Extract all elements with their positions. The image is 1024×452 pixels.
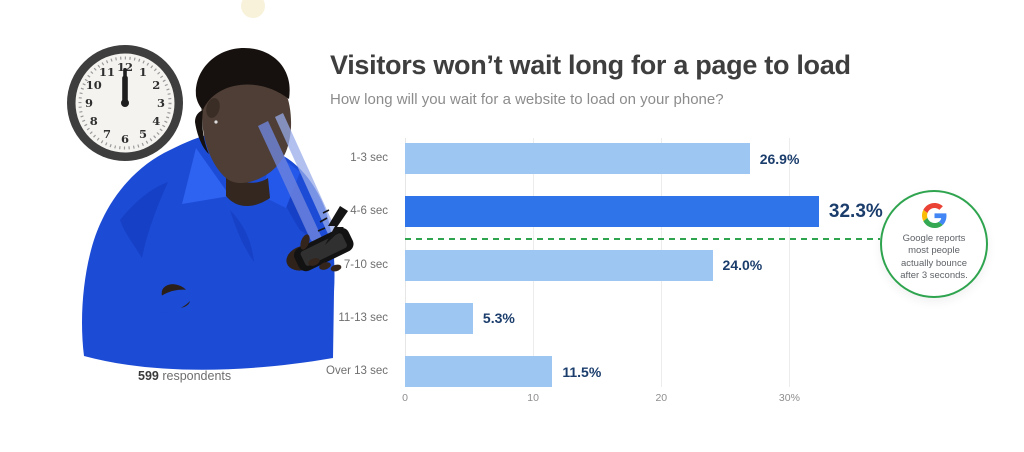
dashed-connector-line [405,238,880,240]
respondents-label: respondents [158,369,232,383]
annotation-line: most people [908,245,960,257]
category-label: 1-3 sec [350,152,388,164]
category-label: 11-13 sec [338,311,388,324]
clock-number: 3 [157,96,165,110]
clock-number: 4 [152,114,160,128]
bar [405,249,713,281]
annotation-line: after 3 seconds. [900,270,968,282]
bar-row: 4-6 sec 32.3% [350,196,883,228]
man-looking-at-phone [82,48,335,370]
category-label: 4-6 sec [350,205,388,218]
clock-number: 6 [121,132,129,146]
gaze-beams [258,113,336,243]
earring [214,120,218,124]
value-label: 26.9% [759,150,800,167]
clock-number: 7 [103,127,111,141]
lightning-bolt-icon [317,206,348,245]
clock-number: 2 [152,78,160,92]
google-annotation-circle: Google reports most people actually boun… [880,190,988,298]
x-axis-tick: 30% [778,392,800,404]
clock-number: 8 [90,114,98,128]
clock-number: 5 [139,127,147,141]
value-label: 5.3% [482,310,515,327]
clock-number: 10 [86,78,102,92]
x-axis-tick: 10 [527,392,539,404]
respondents-note: 599 respondents [138,369,231,383]
yellow-dot [241,0,265,18]
smartphone-icon [294,227,354,272]
clock-number: 12 [117,60,133,74]
hand-holding-phone [281,227,354,272]
clock-number: 11 [99,65,115,79]
google-g-icon [921,203,946,228]
bar [405,356,553,387]
value-label: 32.3% [828,200,883,222]
bar-row: 11-13 sec 5.3% [338,302,883,334]
clock-number: 9 [85,96,93,110]
bar-row: 7-10 sec 24.0% [344,249,883,281]
x-axis-tick: 20 [655,392,668,404]
bar [405,143,750,174]
category-label: Over 13 sec [326,365,388,377]
annotation-line: Google reports [902,233,966,244]
category-label: 7-10 sec [343,258,388,271]
minute-hand [123,68,127,105]
bar [405,302,473,334]
bar-row: Over 13 sec 11.5% [326,356,883,387]
page-subtitle: How long will you wait for a website to … [330,91,724,108]
respondents-count: 599 [138,369,159,383]
clock-number: 1 [139,65,147,79]
bar [405,196,819,228]
value-label: 11.5% [562,363,602,380]
annotation-line: actually bounce [900,257,968,269]
x-axis-tick: 0 [402,392,408,404]
bar-row: 1-3 sec 26.9% [350,143,883,174]
page-title: Visitors won’t wait long for a page to l… [330,50,851,80]
gridline [789,138,791,387]
plot-area: 1-3 sec 26.9% 4-6 sec 32.3% 7-10 sec 24.0% 11-… [326,138,883,404]
ear [206,98,220,118]
value-label: 24.0% [722,257,763,273]
